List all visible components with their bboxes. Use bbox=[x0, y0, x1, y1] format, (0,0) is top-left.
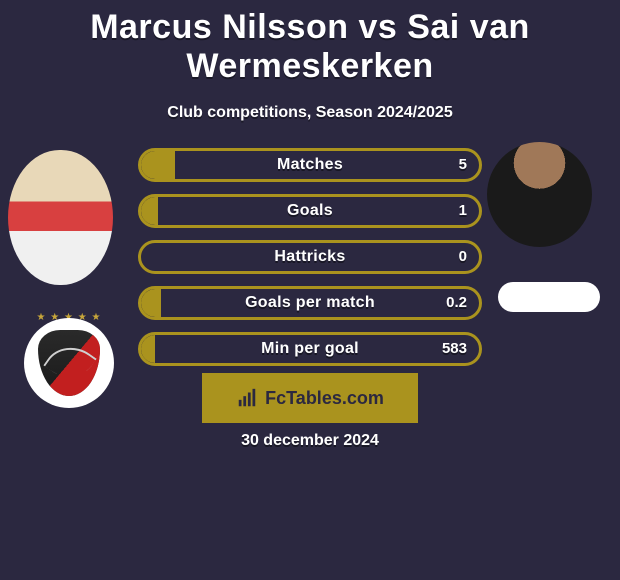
brand-footer[interactable]: FcTables.com bbox=[202, 373, 418, 423]
stat-label: Matches bbox=[141, 151, 479, 179]
stat-bar: Goals per match 0.2 bbox=[138, 286, 482, 320]
comparison-subtitle: Club competitions, Season 2024/2025 bbox=[0, 104, 620, 122]
comparison-title: Marcus Nilsson vs Sai van Wermeskerken bbox=[0, 0, 620, 86]
stat-value: 1 bbox=[459, 197, 467, 225]
stat-bar: Min per goal 583 bbox=[138, 332, 482, 366]
player-right-avatar bbox=[487, 142, 592, 247]
stat-bar: Matches 5 bbox=[138, 148, 482, 182]
comparison-date: 30 december 2024 bbox=[0, 432, 620, 450]
stat-bar: Hattricks 0 bbox=[138, 240, 482, 274]
stat-value: 5 bbox=[459, 151, 467, 179]
stat-value: 0.2 bbox=[446, 289, 467, 317]
player-left-avatar bbox=[8, 150, 113, 285]
club-right-badge bbox=[498, 282, 600, 312]
stat-value: 583 bbox=[442, 335, 467, 363]
shield-icon bbox=[38, 330, 100, 396]
stat-label: Goals per match bbox=[141, 289, 479, 317]
stat-label: Hattricks bbox=[141, 243, 479, 271]
bar-chart-icon bbox=[236, 387, 258, 409]
brand-name: FcTables.com bbox=[265, 388, 384, 409]
stat-value: 0 bbox=[459, 243, 467, 271]
club-left-badge bbox=[24, 318, 114, 408]
stat-label: Goals bbox=[141, 197, 479, 225]
stat-label: Min per goal bbox=[141, 335, 479, 363]
stat-bar: Goals 1 bbox=[138, 194, 482, 228]
stat-bars: Matches 5 Goals 1 Hattricks 0 Goals per … bbox=[138, 148, 482, 378]
